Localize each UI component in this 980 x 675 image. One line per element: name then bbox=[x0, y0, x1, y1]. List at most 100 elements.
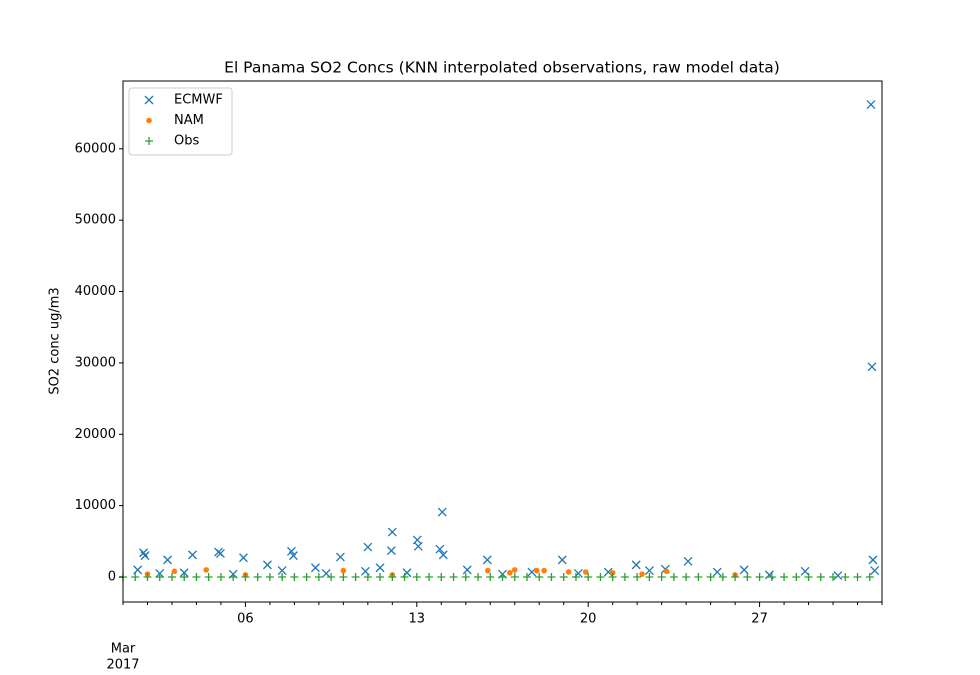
point bbox=[868, 555, 878, 565]
point bbox=[870, 566, 880, 576]
point bbox=[265, 573, 274, 582]
point bbox=[712, 567, 722, 577]
point bbox=[474, 573, 483, 582]
point bbox=[743, 573, 752, 582]
point bbox=[302, 573, 311, 582]
point bbox=[780, 573, 789, 582]
point bbox=[140, 551, 150, 561]
point bbox=[462, 565, 472, 575]
point bbox=[522, 573, 531, 582]
point bbox=[639, 571, 645, 577]
point bbox=[204, 573, 213, 582]
point bbox=[179, 568, 189, 578]
point bbox=[498, 573, 507, 582]
point bbox=[535, 573, 544, 582]
point bbox=[167, 573, 176, 582]
point bbox=[482, 555, 492, 565]
point bbox=[571, 573, 580, 582]
point bbox=[582, 569, 589, 575]
point bbox=[335, 552, 345, 562]
point bbox=[131, 573, 140, 582]
point bbox=[314, 573, 323, 582]
point bbox=[731, 573, 740, 582]
y-axis-label: SO2 conc ug/m3 bbox=[48, 287, 63, 394]
point bbox=[829, 573, 838, 582]
point bbox=[792, 573, 801, 582]
point bbox=[609, 569, 616, 576]
point bbox=[438, 550, 448, 560]
x-tick-label: 20 bbox=[580, 612, 597, 627]
point bbox=[133, 565, 143, 575]
point bbox=[363, 573, 372, 582]
point bbox=[633, 573, 642, 582]
point bbox=[310, 563, 320, 573]
legend: ECMWF NAM Obs bbox=[128, 87, 233, 156]
point bbox=[386, 546, 396, 556]
point bbox=[229, 573, 238, 582]
point bbox=[412, 573, 421, 582]
point bbox=[755, 573, 764, 582]
y-tick-label: 10000 bbox=[75, 498, 116, 513]
point bbox=[339, 573, 348, 582]
point bbox=[327, 573, 336, 582]
point bbox=[413, 541, 423, 551]
point bbox=[767, 573, 776, 582]
point bbox=[853, 573, 862, 582]
point bbox=[559, 573, 568, 582]
point bbox=[547, 573, 556, 582]
point bbox=[171, 568, 178, 575]
point bbox=[192, 573, 201, 582]
x-tick-label: 13 bbox=[409, 612, 426, 627]
point bbox=[694, 573, 703, 582]
chart-title: El Panama SO2 Concs (KNN interpolated ob… bbox=[224, 59, 780, 77]
x-year-label: 2017 bbox=[106, 658, 139, 673]
point bbox=[435, 544, 445, 554]
point bbox=[816, 573, 825, 582]
point bbox=[510, 573, 519, 582]
point bbox=[557, 555, 567, 565]
point bbox=[388, 573, 397, 582]
point bbox=[278, 573, 287, 582]
point bbox=[400, 573, 409, 582]
point bbox=[139, 548, 149, 558]
point bbox=[486, 573, 495, 582]
point bbox=[669, 573, 678, 582]
point bbox=[485, 567, 491, 574]
point bbox=[631, 560, 641, 570]
point bbox=[533, 567, 540, 574]
point bbox=[706, 573, 715, 582]
point bbox=[620, 573, 629, 582]
y-tick-label: 50000 bbox=[75, 213, 116, 228]
point bbox=[321, 568, 331, 578]
point bbox=[262, 560, 272, 570]
x-tick-label: 27 bbox=[751, 612, 768, 627]
point bbox=[608, 573, 617, 582]
point bbox=[253, 573, 262, 582]
point bbox=[541, 567, 547, 574]
point bbox=[800, 566, 810, 576]
point bbox=[682, 573, 691, 582]
point bbox=[584, 573, 593, 582]
point bbox=[216, 573, 225, 582]
point bbox=[565, 569, 572, 575]
point bbox=[375, 563, 385, 573]
point bbox=[277, 566, 287, 576]
point bbox=[663, 568, 670, 575]
plot-area bbox=[119, 100, 880, 582]
point bbox=[215, 549, 225, 558]
point bbox=[657, 573, 666, 582]
legend-label: NAM bbox=[174, 113, 204, 128]
point bbox=[841, 573, 850, 582]
legend-box bbox=[128, 87, 233, 156]
point bbox=[180, 573, 189, 582]
y-tick-label: 20000 bbox=[75, 427, 116, 442]
point bbox=[683, 556, 693, 566]
legend-label: Obs bbox=[174, 134, 199, 149]
point bbox=[833, 571, 843, 581]
point bbox=[188, 550, 197, 560]
point bbox=[437, 573, 446, 582]
point bbox=[511, 567, 518, 573]
point bbox=[376, 573, 385, 582]
point bbox=[340, 567, 347, 574]
